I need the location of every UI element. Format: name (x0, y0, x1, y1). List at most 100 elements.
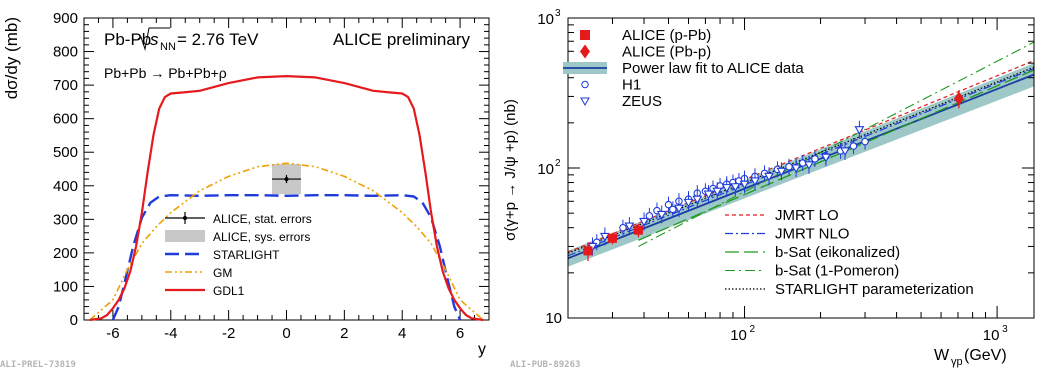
left-ytick-label: 100 (53, 278, 78, 295)
right-points (583, 90, 964, 261)
left-series (89, 74, 484, 322)
left-title-sqrt-s: s (150, 30, 159, 49)
h1-point (849, 142, 858, 150)
right-xlabel-sub: γp (951, 356, 963, 368)
right-ytick-exp: 2 (555, 158, 561, 169)
zeus-point (750, 177, 760, 187)
left-xtick-label: -6 (106, 325, 119, 342)
right-legend-bottom-label: b-Sat (eikonalized) (775, 244, 900, 261)
zeus-point (703, 190, 714, 200)
zeus-point (764, 172, 774, 182)
right-legend-bottom-label: STARLIGHT parameterization (775, 281, 974, 298)
zeus-point (791, 164, 802, 174)
right-xlabel-unit: (GeV) (964, 347, 1007, 364)
right-ytick-exp: 3 (555, 8, 561, 19)
left-series-gm (89, 162, 484, 321)
alice-pbp-point (953, 91, 964, 106)
legend-diamond (580, 44, 590, 59)
left-ytick-label: 500 (53, 144, 78, 161)
h1-point (619, 223, 627, 232)
left-xtick-label: -4 (164, 325, 177, 342)
zeus-point (854, 126, 865, 135)
zeus-point (639, 217, 649, 227)
left-xtick-label: -2 (222, 325, 235, 342)
zeus-point (624, 222, 635, 232)
left-legend-label: ALICE, stat. errors (213, 212, 312, 226)
alice-ppb-point (607, 233, 617, 243)
zeus-point (730, 183, 741, 192)
left-xtick-label: 2 (340, 325, 348, 342)
zeus-point (840, 147, 850, 157)
legend-point-marker (183, 216, 187, 220)
left-series-gdl1 (89, 74, 484, 322)
left-xlabel: y (478, 341, 486, 358)
left-ytick-label: 0 (70, 312, 78, 329)
alice-ppb-point (583, 246, 593, 256)
left-ylabel: dσ/dy (mb) (2, 17, 21, 99)
right-tag: ALI-PUB-89263 (510, 360, 580, 369)
zeus-point (712, 187, 723, 197)
right-legend-bottom-label: JMRT LO (775, 207, 839, 224)
zeus-point (721, 184, 732, 193)
h1-point (861, 137, 869, 146)
left-xtick-label: 6 (456, 325, 464, 342)
h1-point (811, 155, 819, 163)
h1-point (669, 205, 677, 214)
right-texts: σ(γ+p → J/ψ +p) (nb) W γp (GeV) ALI-PUB-… (502, 99, 1007, 369)
left-legend-label: GDL1 (213, 284, 245, 298)
right-legend-top-label: ALICE (p-Pb) (622, 27, 711, 44)
zeus-point (683, 198, 694, 208)
zeus-point (656, 210, 667, 220)
left-ytick-label: 800 (53, 44, 78, 61)
left-ytick-label: 200 (53, 245, 78, 262)
left-xtick-label: 0 (282, 325, 290, 342)
right-legend-bottom-label: JMRT NLO (775, 226, 849, 243)
left-subtitle: Pb+Pb → Pb+Pb+ρ (104, 65, 227, 81)
right-ytick-label: 10 (545, 310, 562, 327)
right-legend: ALICE (p-Pb)ALICE (Pb-p)Power law fit to… (563, 27, 974, 298)
left-data-point (272, 175, 301, 184)
curve-b-sat-1-pomeron- (638, 41, 1035, 247)
zeus-point (674, 204, 684, 214)
left-legend-label: ALICE, sys. errors (213, 230, 310, 244)
zeus-point (776, 167, 787, 177)
right-legend-bottom-label: b-Sat (1-Pomeron) (775, 263, 899, 280)
right-ylabel: σ(γ+p → J/ψ +p) (nb) (502, 99, 519, 241)
left-title-energy: = 2.76 TeV (177, 30, 259, 49)
left-legend: ALICE, stat. errors ALICE, sys. errors STA… (165, 212, 312, 298)
curve-b-sat-eikonalized- (638, 69, 1035, 241)
h1-point (664, 200, 673, 209)
left-point-marker (284, 177, 289, 182)
left-texts: Pb-Pb s NN = 2.76 TeV ALICE preliminary … (0, 17, 486, 369)
legend-square (580, 30, 590, 40)
zeus-point (692, 195, 703, 205)
right-xtick-label: 10 (983, 327, 1000, 344)
zeus-point (820, 153, 831, 163)
zeus-point (739, 180, 750, 190)
legend-circle (581, 80, 589, 89)
right-xtick-label: 10 (730, 327, 747, 344)
right-legend-top-label: H1 (622, 77, 641, 94)
right-xtick-exp: 3 (1002, 324, 1008, 335)
left-preliminary: ALICE preliminary (333, 30, 470, 49)
left-xtick-label: 4 (398, 325, 406, 342)
zeus-point (804, 161, 814, 170)
right-legend-top-label: ALICE (Pb-p) (622, 44, 711, 61)
right-legend-top-label: Power law fit to ALICE data (622, 60, 804, 77)
left-legend-label: STARLIGHT (213, 248, 280, 262)
left-title-main: Pb-Pb (104, 30, 151, 49)
left-chart: 0 100 200 300 400 500 600 700 800 900 -6 -4 -2 0 2 4 6 A… (0, 10, 490, 369)
left-tag: ALI-PREL-73819 (0, 360, 76, 369)
left-ytick-label: 700 (53, 77, 78, 94)
left-ytick-label: 400 (53, 178, 78, 195)
left-ytick-label: 900 (53, 10, 78, 27)
left-ytick-label: 300 (53, 211, 78, 228)
right-legend-top-label: ZEUS (622, 93, 662, 110)
right-xtick-exp: 2 (750, 324, 756, 335)
zeus-point (599, 232, 610, 242)
legend-band (165, 230, 205, 242)
left-title-sqrt-sub: NN (160, 41, 176, 53)
